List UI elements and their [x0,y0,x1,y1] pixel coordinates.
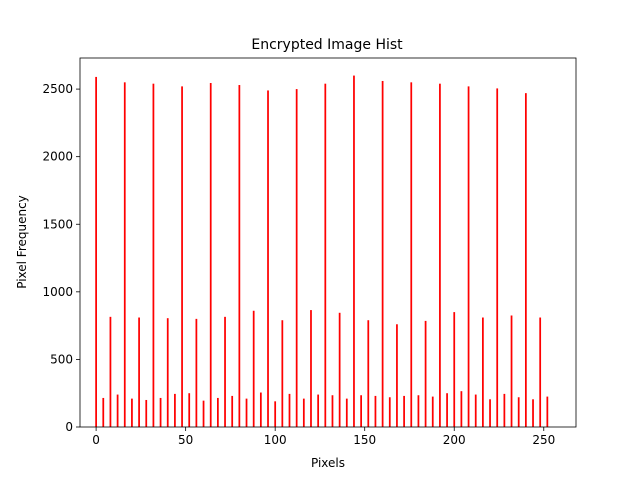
histogram-bar [123,82,126,427]
histogram-bar [209,83,212,427]
histogram-bar [324,83,327,428]
histogram-bar [517,397,520,427]
histogram-bar [188,393,191,427]
histogram-bar [546,396,549,427]
histogram-bar [281,320,284,427]
histogram-bar [410,82,413,427]
histogram-bar [131,398,133,427]
chart-title: Encrypted Image Hist [251,37,403,53]
histogram-bar [524,93,527,427]
histogram-bar [138,317,140,427]
histogram-bar [274,401,277,427]
histogram-bar [145,399,148,427]
histogram-bar [259,392,262,427]
histogram-bar [174,393,176,427]
x-tick-label: 150 [353,433,376,447]
histogram-bar [460,391,463,427]
histogram-bar [381,80,384,427]
y-tick-label: 1500 [42,217,73,231]
histogram-bar [388,397,391,427]
histogram-bar [202,400,205,427]
histogram-bar [496,88,499,427]
histogram-bar [231,395,234,427]
x-tick-label: 250 [532,433,555,447]
y-tick-label: 1000 [42,285,73,299]
histogram-bar [331,395,334,427]
y-tick-label: 500 [50,352,73,366]
y-axis-ticks: 0 500 1000 1500 2000 2500 [42,82,80,434]
histogram-bar [245,398,248,427]
histogram-bar [109,316,112,427]
x-tick-label: 100 [264,433,287,447]
histogram-bar [338,312,341,427]
histogram-bar [288,393,291,427]
histogram-bar [482,317,484,427]
x-tick-label: 0 [92,433,100,447]
histogram-bar [431,396,434,427]
histogram-bar [217,397,219,427]
histogram-bar [510,315,513,427]
plot-frame [79,57,577,428]
histogram-bar [467,86,470,427]
histogram-bar [252,310,255,427]
y-axis-label: Pixel Frequency [15,195,29,289]
x-tick-label: 200 [443,433,466,447]
histogram-bar [102,397,105,427]
histogram-bar [453,312,456,427]
histogram-bar [424,320,427,427]
histogram-bar [532,399,534,427]
x-tick-label: 50 [178,433,193,447]
histogram-bar [360,395,362,427]
y-tick-label: 2500 [42,82,73,96]
histogram-bar [474,394,477,427]
histogram-bar [116,394,119,427]
histogram-bar [403,395,405,427]
histogram-bar [317,394,320,427]
histogram-bar [345,398,348,427]
histogram-bar [152,83,155,428]
y-tick-label: 2000 [42,150,73,164]
histogram-bar [446,393,448,427]
histogram-bar [295,89,298,427]
histogram-bar [267,90,269,427]
histogram-bar [417,395,420,427]
bars-group [95,75,549,428]
histogram-bar [353,75,355,427]
histogram-bar [503,393,506,427]
histogram-bar [396,324,398,427]
histogram-bar [238,85,241,427]
histogram-bar [302,398,305,427]
histogram-bar [539,317,542,427]
histogram-bar [367,320,370,427]
x-axis-ticks: 0 50 100 150 200 250 [92,427,555,447]
y-tick-label: 0 [65,420,73,434]
histogram-bar [374,395,377,427]
histogram-bar [224,316,226,427]
histogram-bar [95,76,97,428]
x-axis-label: Pixels [311,456,345,470]
histogram-bar [489,399,491,427]
histogram-bar [159,397,162,427]
histogram-bar [195,318,198,427]
histogram-bar [181,86,183,427]
histogram-bar [310,310,312,427]
histogram-bar [166,318,169,427]
histogram-bar [439,83,441,428]
